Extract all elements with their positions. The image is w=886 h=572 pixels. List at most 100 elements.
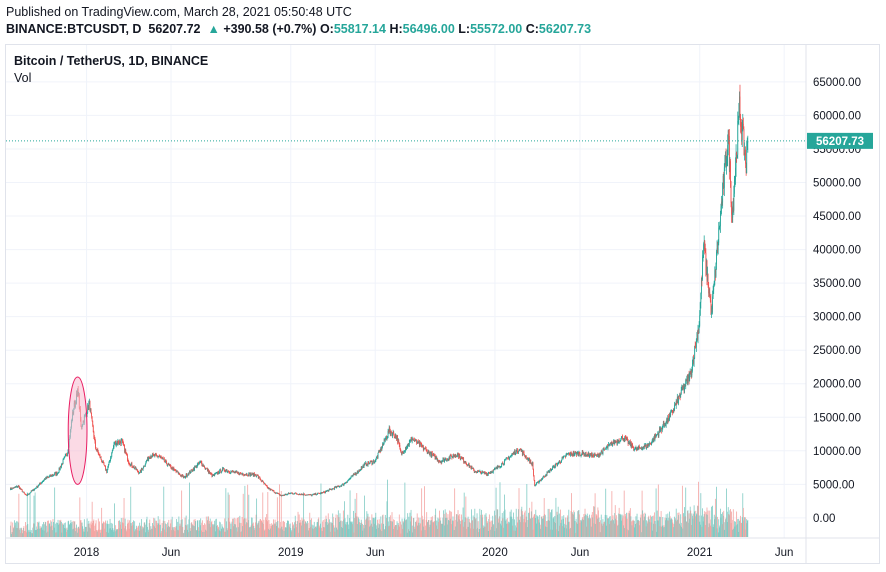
volume-bar (429, 526, 430, 537)
volume-bar (262, 492, 264, 537)
volume-bar (491, 520, 493, 537)
candle-body (670, 411, 672, 413)
candle-body (435, 456, 437, 459)
candle-body (556, 463, 557, 465)
candle-body (196, 466, 198, 468)
volume-bar (564, 523, 566, 537)
volume-bar (628, 530, 630, 537)
candle-body (533, 475, 535, 481)
volume-bar (287, 520, 289, 537)
volume-bar (740, 515, 741, 537)
candle-body (219, 469, 221, 474)
volume-bar (262, 523, 264, 537)
candle-body (208, 471, 210, 474)
candle-body (229, 472, 231, 474)
volume-bar (354, 498, 356, 537)
candle-body (537, 481, 538, 483)
volume-bar (433, 522, 434, 537)
volume-bar (572, 514, 574, 537)
symbol-name[interactable]: BINANCE:BTCUSDT, D (6, 22, 142, 36)
volume-bar (724, 522, 726, 537)
volume-bar (17, 521, 19, 537)
candle-body (531, 462, 533, 466)
candle-body (518, 450, 519, 453)
candle-body (319, 493, 321, 495)
candle-body (745, 163, 747, 174)
candle-body (316, 494, 318, 495)
volume-bar (215, 518, 217, 537)
volume-bar (62, 524, 64, 537)
candle-body (59, 467, 61, 470)
volume-bar (375, 512, 377, 537)
candle-body (88, 403, 90, 410)
volume-bar (236, 531, 238, 537)
volume-bar (637, 520, 639, 537)
candle-body (732, 205, 734, 211)
volume-bar (376, 525, 378, 537)
candle-body (197, 463, 199, 465)
candle-body (41, 481, 43, 483)
volume-bar (230, 523, 232, 537)
volume-bar (318, 525, 320, 537)
candle-body (445, 458, 447, 461)
volume-bar (203, 524, 204, 537)
volume-bar (607, 518, 609, 537)
candle-body (723, 167, 725, 188)
volume-bar (242, 493, 244, 537)
candle-body (193, 468, 195, 471)
volume-bar (283, 520, 284, 537)
candle-body (153, 454, 155, 457)
volume-bar (488, 519, 490, 537)
candle-body (29, 492, 31, 494)
volume-bar (331, 523, 332, 537)
candle-body (210, 473, 212, 475)
candle-body (492, 472, 494, 474)
volume-bar (681, 522, 683, 537)
candle-body (583, 453, 585, 457)
candle-body (746, 149, 748, 174)
candle-body (455, 455, 457, 457)
volume-bar (369, 520, 371, 537)
candle-body (573, 454, 575, 456)
candle-body (126, 453, 128, 455)
candle-body (125, 452, 127, 454)
volume-bar (70, 520, 72, 537)
candle-body (736, 154, 738, 157)
volume-bar (422, 519, 424, 537)
volume-bar (16, 528, 18, 537)
volume-bar (416, 513, 418, 537)
volume-bar (695, 513, 697, 537)
candle-body (739, 96, 741, 117)
volume-bar (38, 521, 40, 537)
candle-body (417, 440, 419, 443)
candle-body (345, 482, 347, 484)
volume-bar (248, 526, 250, 537)
volume-bar (132, 525, 134, 537)
volume-bar (544, 515, 546, 537)
volume-bar (730, 523, 732, 537)
candle-body (201, 465, 203, 466)
candle-body (429, 452, 430, 456)
candle-body (302, 494, 304, 496)
volume-bar (463, 492, 465, 537)
volume-bar (312, 528, 313, 537)
candle-body (283, 495, 284, 497)
volume-bar (338, 517, 340, 537)
volume-bar (577, 511, 579, 537)
volume-bar (498, 522, 500, 537)
volume-bar (104, 522, 106, 537)
volume-bar (133, 520, 134, 537)
volume-bar (198, 530, 200, 537)
volume-bar (13, 528, 15, 537)
candle-body (346, 482, 348, 484)
volume-bar (152, 523, 153, 537)
volume-bar (431, 516, 433, 537)
volume-bar (501, 512, 503, 537)
volume-bar (557, 514, 559, 537)
candle-body (211, 474, 213, 477)
candle-body (693, 357, 695, 363)
candle-body (730, 181, 732, 204)
volume-bar (344, 518, 346, 537)
volume-bar (360, 522, 362, 537)
